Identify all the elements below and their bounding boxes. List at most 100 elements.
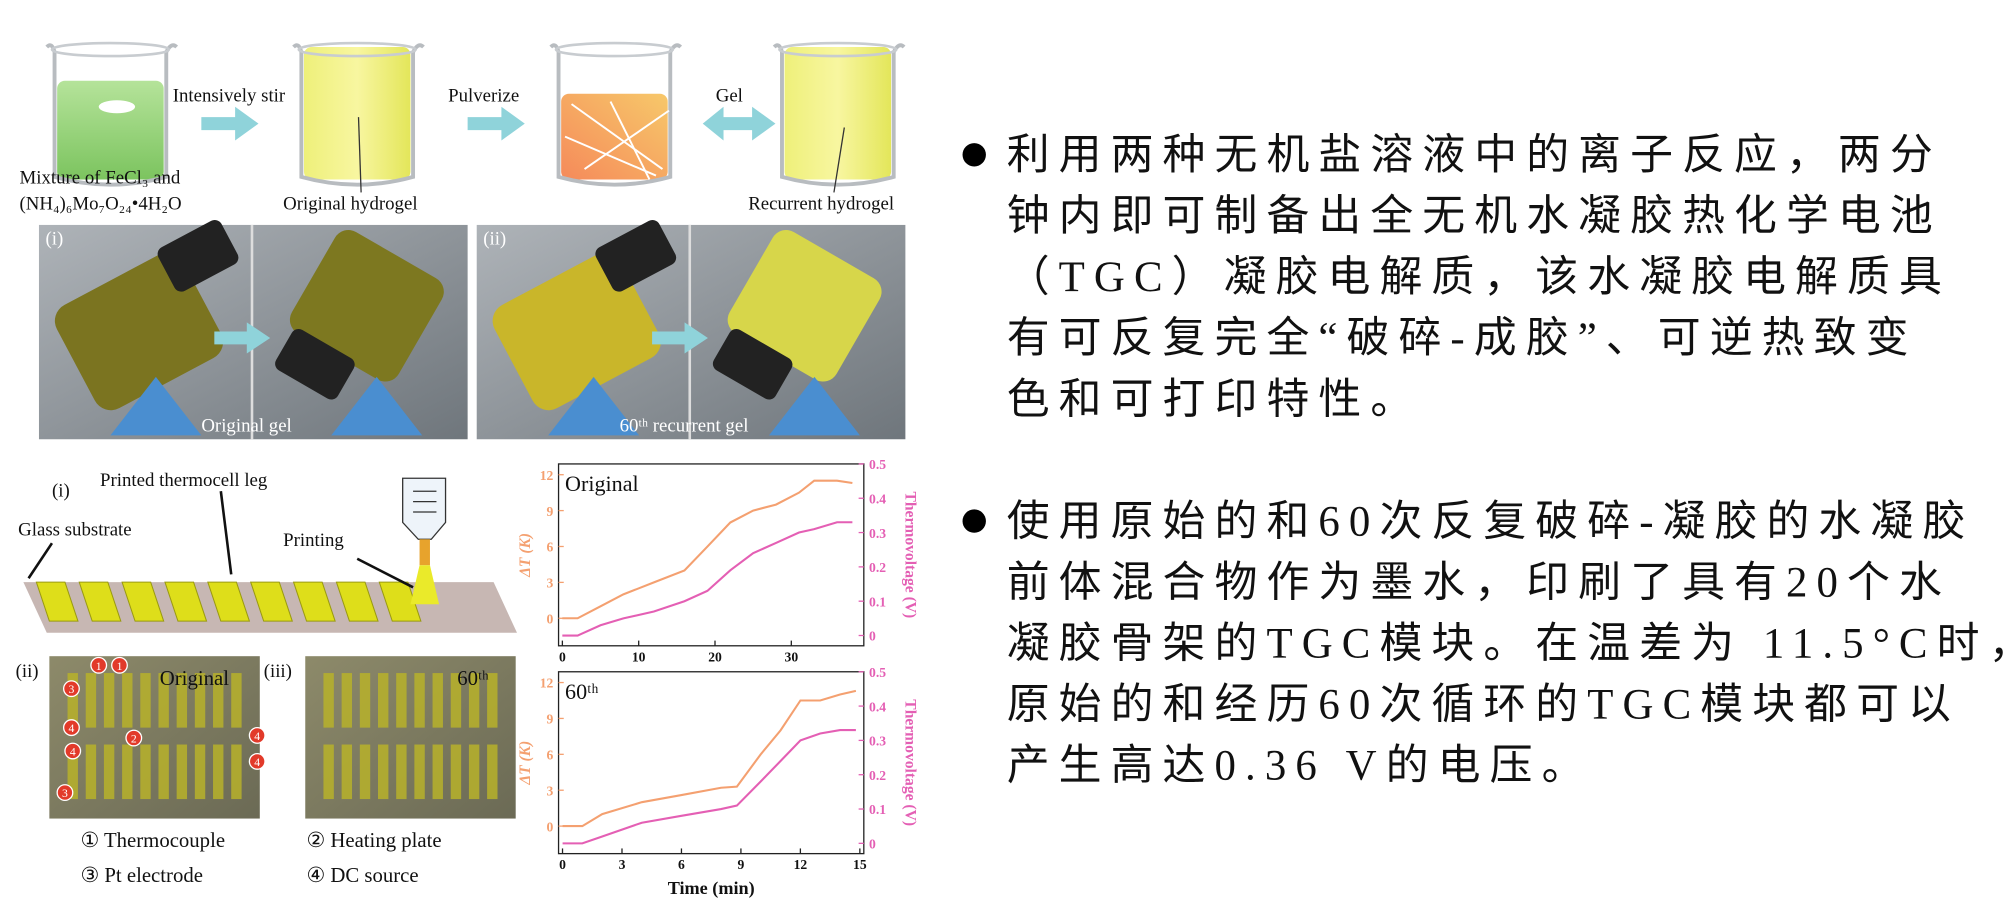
x-tick-label: 12 (794, 857, 808, 872)
device-leg (67, 744, 78, 800)
device-leg (378, 744, 389, 800)
y2-tick-label: 0.1 (869, 802, 886, 817)
arrow (718, 106, 776, 141)
substrate-label: Glass substrate (18, 519, 131, 540)
y2-tick-label: 0 (869, 837, 876, 852)
printed-leg (121, 581, 165, 622)
marker-label: 1 (117, 660, 123, 673)
y2-tick-label: 0.2 (869, 560, 886, 575)
nozzle-tip (419, 539, 430, 566)
chart-label: 60ᵗʰ (565, 679, 598, 704)
ink-jet (410, 565, 440, 605)
plot-frame (557, 671, 865, 855)
photo-caption: Original gel (201, 415, 291, 436)
marker-circle (90, 656, 108, 674)
y2-axis-label: Thermovoltage (V) (901, 699, 918, 826)
device-leg (85, 673, 97, 728)
arrow (652, 322, 708, 354)
y-tick-label: 3 (547, 576, 554, 591)
vial-cap (712, 328, 793, 400)
device-leg (468, 673, 480, 728)
beaker-glass (292, 43, 425, 187)
bullet-line: 钟内即可制备出全无机水凝胶热化学电池 (1007, 192, 1942, 240)
y-tick-label: 9 (547, 712, 554, 727)
arrow (702, 106, 724, 141)
pointer (27, 542, 54, 579)
device-leg (359, 744, 371, 800)
beaker-glass (45, 43, 179, 187)
bullet-line: 凝胶骨架的TGC模块。在温差为 11.5°C时， (1007, 619, 2016, 667)
marker-circle (63, 719, 80, 737)
vial (289, 230, 444, 382)
bullet-line: 产生高达0.36 V的电压。 (1007, 743, 1594, 790)
marker-circle (111, 656, 128, 674)
plot-frame (557, 463, 865, 647)
y-axis-label: ΔT (K) (517, 741, 534, 786)
photo-caption: 60ᵗʰ recurrent gel (620, 415, 749, 436)
device-leg (468, 744, 480, 800)
device-leg (122, 673, 133, 728)
bullet-line: 有可反复完全“破碎-成胶”、可逆热致变 (1007, 314, 1918, 362)
hydrogel-label: Recurrent hydrogel (748, 193, 894, 214)
device-photo (305, 656, 516, 819)
device-leg (103, 744, 115, 800)
beaker-rim (50, 41, 171, 58)
vial (54, 252, 224, 411)
device-leg (323, 673, 334, 728)
x-tick-label: 0 (559, 857, 566, 872)
y-tick-label: 0 (547, 611, 554, 626)
printed-leg (35, 581, 79, 622)
device-leg (103, 673, 115, 728)
crack (564, 135, 657, 177)
device-leg (122, 744, 133, 800)
marker-circle (56, 784, 74, 802)
bullet-line: 原始的和经历60次循环的TGC模块都可以 (1007, 682, 1960, 729)
legend-item: ① Thermocouple (81, 829, 226, 852)
beaker-rim (297, 41, 417, 58)
y-tick-label: 12 (540, 676, 554, 691)
vial (492, 252, 661, 411)
device-leg (414, 744, 425, 800)
crack (570, 103, 664, 170)
device-leg (323, 744, 334, 800)
y2-axis-label: Thermovoltage (V) (901, 491, 918, 618)
bubble (98, 100, 136, 114)
stand (110, 376, 202, 436)
data-line (562, 689, 857, 828)
pointer (356, 557, 414, 589)
mixture-label: (NH₄)₆Mo₇O₂₄•4H₂O (19, 193, 181, 214)
device-leg (378, 673, 389, 728)
chart-label: Original (565, 471, 639, 496)
vial-cap (275, 328, 355, 400)
bullet-line: （TGC）凝胶电解质，该水凝胶电解质具 (1007, 253, 1951, 301)
printing-label: Printing (283, 530, 344, 551)
panel-label: (iii) (264, 661, 292, 682)
device-leg (341, 673, 353, 728)
bullet-line: 使用原始的和60次反复破碎-凝胶的水凝胶 (1007, 497, 1975, 545)
beaker-glass (772, 43, 906, 187)
vial (727, 230, 882, 382)
x-axis-label: Time (min) (668, 878, 755, 898)
bullet-line: 利用两种无机盐溶液中的离子反应，两分 (1007, 131, 1942, 179)
vial-cap (595, 219, 677, 292)
beaker (772, 41, 906, 187)
x-tick-label: 9 (738, 857, 745, 872)
printed-leg (78, 581, 122, 622)
stand (548, 376, 640, 436)
legend-item: ④ DC source (307, 864, 419, 887)
data-line (562, 479, 853, 620)
crack (609, 101, 651, 180)
device-leg (194, 673, 206, 728)
stand (768, 376, 860, 436)
device-leg (487, 744, 498, 800)
device-leg (85, 744, 97, 800)
device-label: Original (160, 667, 229, 690)
device-leg (158, 744, 169, 800)
y-tick-label: 6 (547, 540, 554, 555)
y-tick-label: 9 (547, 504, 554, 519)
marker-circle (248, 726, 266, 744)
marker-label: 4 (69, 722, 75, 735)
device-leg (158, 673, 169, 728)
printed-leg (292, 581, 336, 622)
